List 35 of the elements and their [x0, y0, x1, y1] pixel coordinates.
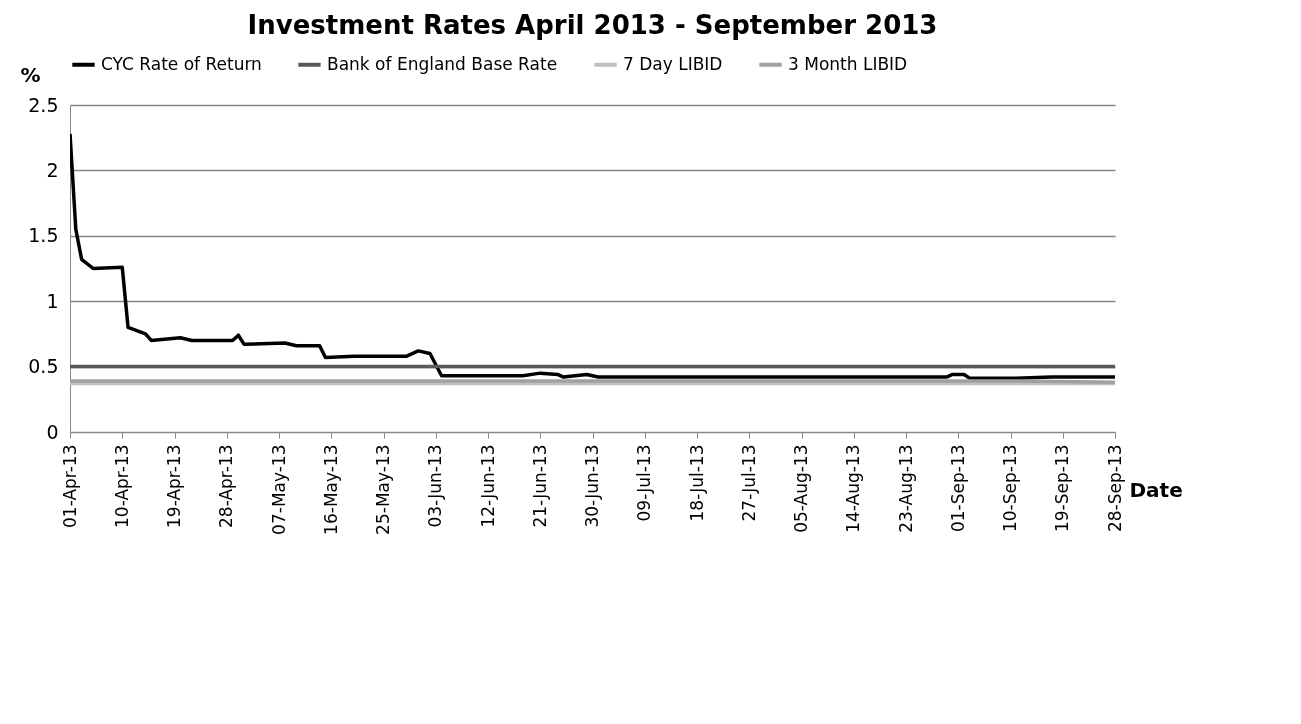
line-series	[70, 132, 1115, 381]
x-tick-label: 28-Sep-13	[1104, 444, 1125, 533]
x-tick-label: 01-Apr-13	[59, 444, 80, 528]
x-tick-label: 27-Jul-13	[738, 444, 759, 522]
legend-label: CYC Rate of Return	[101, 53, 262, 74]
x-tick-label: 09-Jul-13	[634, 444, 655, 522]
y-tick-label: 1	[46, 289, 59, 312]
chart-title: Investment Rates April 2013 - September 2013	[247, 10, 938, 40]
legend-label: 7 Day LIBID	[623, 53, 723, 74]
x-tick-label: 01-Sep-13	[947, 444, 968, 533]
x-tick-label: 12-Jun-13	[477, 444, 498, 528]
x-tick-label: 10-Sep-13	[1000, 444, 1020, 533]
x-tick-label: 19-Apr-13	[164, 444, 184, 528]
y-tick-label: 0	[46, 420, 59, 443]
legend-label: 3 Month LIBID	[788, 53, 908, 74]
x-tick-label: 07-May-13	[268, 444, 289, 535]
x-tick-label: 19-Sep-13	[1052, 444, 1073, 533]
x-tick-label: 14-Aug-13	[843, 444, 864, 533]
x-tick-label: 28-Apr-13	[216, 444, 237, 528]
x-tick-label: 23-Aug-13	[895, 444, 916, 533]
y-tick-label: 1.5	[28, 224, 59, 247]
y-axis-title: %	[20, 62, 41, 87]
x-tick-label: 03-Jun-13	[425, 444, 446, 528]
x-tick-label: 18-Jul-13	[686, 444, 707, 522]
x-tick-label: 21-Jun-13	[529, 444, 550, 528]
x-tick-label: 25-May-13	[373, 444, 393, 535]
x-tick-label: 05-Aug-13	[791, 444, 811, 533]
y-tick-label: 2	[46, 158, 59, 181]
x-tick-label: 10-Apr-13	[111, 444, 132, 528]
y-tick-label: 2.5	[28, 93, 59, 116]
legend-label: Bank of England Base Rate	[327, 53, 558, 74]
x-axis-title: Date	[1129, 477, 1183, 502]
x-tick-label: 30-Jun-13	[582, 444, 602, 528]
y-tick-label: 0.5	[28, 355, 59, 378]
x-tick-label: 16-May-13	[320, 444, 341, 535]
